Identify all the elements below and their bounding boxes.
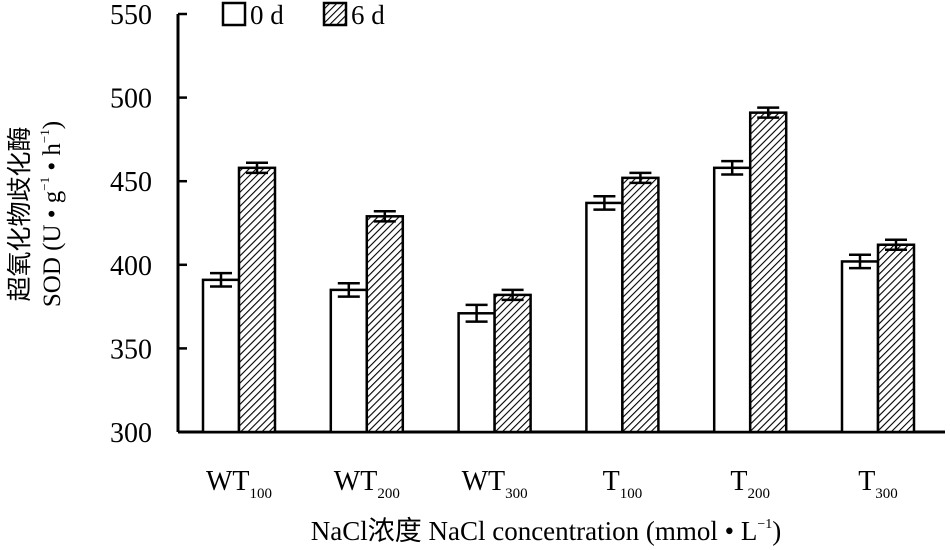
- x-category-label: T100: [603, 466, 643, 502]
- y-tick-label: 450: [110, 167, 152, 198]
- y-tick-label: 400: [110, 251, 152, 282]
- bar-0d-T300: [840, 260, 880, 434]
- y-tick-label: 550: [110, 0, 152, 31]
- legend-swatch-6d: [322, 1, 348, 27]
- x-category-label: T300: [858, 466, 898, 502]
- x-category-label: T200: [730, 466, 770, 502]
- bar-6d-T100: [621, 176, 660, 434]
- bar-6d-WT200: [365, 215, 405, 434]
- y-tick-group: 300 350 400 450 500 550: [110, 0, 187, 449]
- y-axis-title-en: SOD (U • g−1 • h−1): [37, 121, 66, 307]
- bar-0d-T200: [712, 166, 752, 434]
- bar-6d-T300: [876, 243, 916, 434]
- bar-0d-T100: [585, 201, 624, 434]
- bar-6d-WT300: [493, 293, 532, 434]
- y-tick-label: 300: [110, 418, 152, 449]
- bar-6d-T200: [748, 111, 788, 434]
- legend-swatch-0d: [221, 1, 247, 27]
- bar-6d-WT100: [237, 166, 277, 434]
- x-category-label: WT200: [334, 466, 400, 502]
- x-category-label: WT100: [206, 466, 272, 502]
- y-tick-label: 500: [110, 84, 152, 115]
- legend: 0 d 6 d: [221, 0, 385, 30]
- x-axis-title: NaCl浓度 NaCl concentration (mmol • L−1): [311, 516, 782, 546]
- legend-label-6d: 6 d: [351, 0, 385, 30]
- x-category-labels: WT100 WT200 WT300 T100 T200 T300: [206, 466, 898, 502]
- y-axis-title-cn: 超氧化物歧化酶: [6, 126, 34, 301]
- bar-0d-WT200: [329, 288, 369, 434]
- y-tick-label: 350: [110, 334, 152, 365]
- legend-label-0d: 0 d: [250, 0, 284, 30]
- bar-group: [201, 106, 916, 434]
- bar-0d-WT300: [457, 312, 496, 434]
- x-category-label: WT300: [462, 466, 528, 502]
- bar-0d-WT100: [201, 278, 241, 434]
